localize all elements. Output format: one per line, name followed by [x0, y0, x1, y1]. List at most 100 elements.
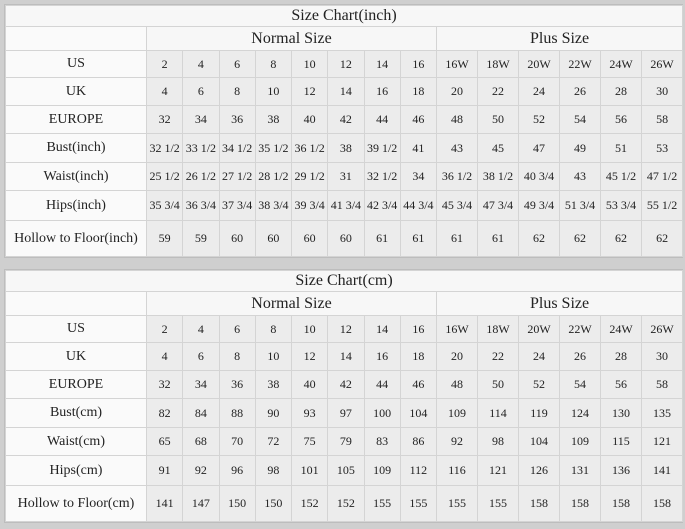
size-chart-inch: Size Chart(inch) Normal Size Plus Size US 2 4…: [4, 4, 684, 258]
size-value: 116: [436, 455, 478, 486]
size-value: 36 3/4: [182, 190, 220, 221]
row-label: EUROPE: [5, 370, 147, 399]
size-value: 61: [436, 220, 478, 257]
size-value: 147: [182, 485, 220, 522]
size-value: 36: [218, 105, 256, 134]
size-value: 130: [600, 398, 642, 428]
size-value: 33 1/2: [182, 133, 220, 163]
size-value: 22: [477, 342, 519, 371]
size-value: 141: [145, 485, 184, 522]
normal-size-header: Normal Size: [146, 26, 437, 51]
size-value: 29 1/2: [290, 162, 329, 191]
size-value: 47 3/4: [477, 190, 519, 221]
size-value: 31: [327, 162, 365, 191]
size-value: 8: [218, 77, 256, 106]
size-value: 70: [218, 427, 256, 456]
size-value: 52: [518, 105, 560, 134]
size-value: 26W: [640, 50, 684, 78]
size-value: 8: [254, 50, 293, 78]
size-value: 20: [436, 77, 478, 106]
size-value: 88: [218, 398, 256, 428]
row-label: Hollow to Floor(cm): [5, 485, 147, 522]
size-value: 152: [327, 485, 365, 522]
size-value: 36 1/2: [436, 162, 478, 191]
size-value: 68: [182, 427, 220, 456]
size-value: 44: [363, 370, 401, 399]
size-value: 97: [327, 398, 365, 428]
size-value: 36 1/2: [290, 133, 329, 163]
size-value: 38: [327, 133, 365, 163]
size-value: 34: [182, 105, 220, 134]
size-value: 114: [477, 398, 519, 428]
size-value: 158: [640, 485, 684, 522]
size-value: 115: [600, 427, 642, 456]
table-row: EUROPE 32 34 36 38 40 42 44 46 48 50 52 54 56 58: [5, 105, 684, 134]
table-row: Waist(cm) 65 68 70 72 75 79 83 86 92 98 104 109 115 12…: [5, 427, 684, 456]
size-value: 26 1/2: [182, 162, 220, 191]
size-value: 62: [600, 220, 642, 257]
size-table: Size Chart(cm) Normal Size Plus Size US 2 4 6 8…: [4, 270, 684, 522]
size-value: 18: [399, 77, 438, 106]
size-value: 131: [559, 455, 601, 486]
size-value: 16: [399, 50, 438, 78]
size-value: 43: [436, 133, 478, 163]
row-label: EUROPE: [5, 105, 147, 134]
size-value: 30: [640, 342, 684, 371]
size-value: 38 1/2: [477, 162, 519, 191]
size-value: 109: [559, 427, 601, 456]
size-value: 84: [182, 398, 220, 428]
size-value: 60: [290, 220, 329, 257]
size-value: 34: [182, 370, 220, 399]
size-value: 20W: [518, 315, 560, 343]
normal-size-header: Normal Size: [146, 291, 437, 316]
size-value: 54: [559, 370, 601, 399]
size-value: 16W: [436, 315, 478, 343]
size-value: 38: [254, 105, 293, 134]
size-value: 36: [218, 370, 256, 399]
size-value: 158: [559, 485, 601, 522]
size-value: 150: [218, 485, 256, 522]
size-value: 62: [518, 220, 560, 257]
size-value: 8: [218, 342, 256, 371]
size-value: 16: [399, 315, 438, 343]
size-value: 22: [477, 77, 519, 106]
table-row: Hips(cm) 91 92 96 98 101 105 109 112 116 121 126 131…: [5, 455, 684, 486]
size-value: 39 3/4: [290, 190, 329, 221]
size-value: 10: [254, 77, 293, 106]
size-value: 14: [327, 342, 365, 371]
size-value: 4: [145, 77, 184, 106]
size-value: 60: [327, 220, 365, 257]
size-value: 42: [327, 370, 365, 399]
size-value: 75: [290, 427, 329, 456]
size-value: 101: [290, 455, 329, 486]
size-value: 24: [518, 77, 560, 106]
size-value: 35 1/2: [254, 133, 293, 163]
size-value: 62: [640, 220, 684, 257]
size-value: 41 3/4: [327, 190, 365, 221]
size-value: 126: [518, 455, 560, 486]
chart-title: Size Chart(inch): [4, 5, 684, 27]
size-value: 55 1/2: [640, 190, 684, 221]
size-value: 61: [477, 220, 519, 257]
size-value: 38: [254, 370, 293, 399]
size-value: 52: [518, 370, 560, 399]
size-value: 8: [254, 315, 293, 343]
size-value: 24W: [600, 315, 642, 343]
size-value: 20: [436, 342, 478, 371]
size-value: 16W: [436, 50, 478, 78]
size-value: 40: [290, 370, 329, 399]
empty-corner: [5, 26, 147, 51]
size-value: 56: [600, 370, 642, 399]
row-label: UK: [5, 77, 147, 106]
size-value: 6: [218, 50, 256, 78]
size-value: 121: [640, 427, 684, 456]
size-value: 86: [399, 427, 438, 456]
size-value: 18: [399, 342, 438, 371]
size-value: 90: [254, 398, 293, 428]
size-value: 18W: [477, 315, 519, 343]
size-value: 44 3/4: [399, 190, 438, 221]
row-label: Bust(inch): [5, 133, 147, 163]
table-row: Hips(inch) 35 3/4 36 3/4 37 3/4 38 3/4 39 3/4…: [5, 190, 684, 221]
size-value: 35 3/4: [145, 190, 184, 221]
size-table: Size Chart(inch) Normal Size Plus Size US 2 4…: [4, 5, 684, 257]
